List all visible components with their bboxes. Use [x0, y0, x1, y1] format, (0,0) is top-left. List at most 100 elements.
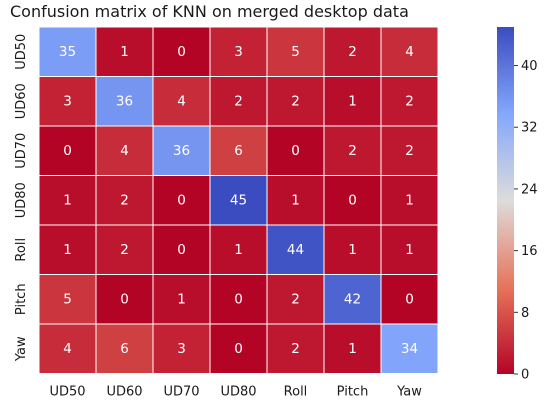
- heatmap-cell: [323, 323, 382, 374]
- cell-value-label: 4: [63, 341, 72, 357]
- cell-value-label: 45: [230, 192, 247, 208]
- cell-value-label: 2: [120, 192, 129, 208]
- colorbar-tick-label: 8: [521, 306, 529, 321]
- row-tick-labels: UD50 UD60 UD70 UD80 Roll Pitch Yaw: [14, 34, 29, 362]
- heatmap-cell: [380, 175, 439, 226]
- cell-value-label: 2: [348, 44, 357, 60]
- heatmap-cell: [152, 274, 211, 325]
- cell-value-label: 1: [348, 93, 357, 109]
- colorbar-tick-label: 40: [521, 59, 538, 74]
- colorbar-tick-label: 0: [521, 368, 529, 383]
- row-tick-label: UD50: [14, 34, 29, 70]
- heatmap-cell: [95, 76, 154, 127]
- heatmap-cell: [380, 125, 439, 176]
- cell-value-label: 0: [177, 242, 186, 258]
- col-tick-label: Pitch: [337, 385, 369, 400]
- col-tick-label: UD80: [220, 385, 256, 400]
- heatmap-cell: [209, 323, 268, 374]
- cell-value-label: 0: [348, 192, 357, 208]
- cell-value-label: 44: [287, 242, 304, 258]
- cell-value-label: 2: [291, 93, 300, 109]
- cell-value-label: 1: [348, 242, 357, 258]
- cell-value-label: 2: [405, 143, 414, 159]
- cell-value-label: 1: [405, 192, 414, 208]
- row-tick-label: UD60: [14, 83, 29, 119]
- cell-value-label: 6: [234, 143, 243, 159]
- heatmap-cell: [38, 125, 97, 176]
- colorbar-gradient: [497, 27, 514, 374]
- colorbar-tick-label: 32: [521, 121, 538, 136]
- heatmap-cell: [323, 274, 382, 325]
- heatmap-cell: [266, 125, 325, 176]
- col-tick-label: Yaw: [396, 385, 422, 400]
- cell-value-label: 0: [234, 341, 243, 357]
- heatmap-cell: [266, 323, 325, 374]
- cell-value-label: 2: [348, 143, 357, 159]
- colorbar-tick-label: 16: [521, 244, 538, 259]
- heatmap-cell: [266, 26, 325, 77]
- cell-value-label: 2: [120, 242, 129, 258]
- row-tick-label: Roll: [14, 238, 29, 262]
- heatmap-cell: [209, 76, 268, 127]
- heatmap-cell: [380, 323, 439, 374]
- heatmap-cell: [38, 76, 97, 127]
- heatmap-cell: [95, 274, 154, 325]
- cell-value-label: 0: [291, 143, 300, 159]
- cell-value-label: 3: [234, 44, 243, 60]
- cell-value-label: 0: [405, 291, 414, 307]
- row-tick-label: Pitch: [14, 283, 29, 315]
- cell-value-label: 0: [234, 291, 243, 307]
- col-tick-labels: UD50 UD60 UD70 UD80 Roll Pitch Yaw: [49, 385, 422, 400]
- heatmap-cell: [95, 323, 154, 374]
- cell-value-label: 1: [291, 192, 300, 208]
- heatmap-cell: [380, 26, 439, 77]
- heatmap-cell: [152, 175, 211, 226]
- heatmap-grid: 35 1 0 3 5 2 43 36 4 2 2 1 20 4 36 6 0 2 21 2 0 45 1 0 11 2 0 1 44 1 1…: [38, 26, 439, 374]
- cell-value-label: 1: [120, 44, 129, 60]
- col-tick-label: UD60: [106, 385, 142, 400]
- cell-value-label: 2: [291, 341, 300, 357]
- colorbar-ticks: 0 8 16 24 32 40: [514, 59, 538, 383]
- cell-value-label: 2: [405, 93, 414, 109]
- heatmap-cell: [323, 224, 382, 275]
- heatmap-cell: [380, 274, 439, 325]
- heatmap-cell: [209, 274, 268, 325]
- cell-value-label: 1: [405, 242, 414, 258]
- colorbar: [497, 27, 514, 374]
- cell-value-label: 0: [120, 291, 129, 307]
- heatmap-cell: [380, 76, 439, 127]
- row-tick-label: UD80: [14, 182, 29, 218]
- col-tick-label: Roll: [284, 385, 308, 400]
- cell-value-label: 0: [177, 192, 186, 208]
- heatmap-cell: [323, 26, 382, 77]
- cell-value-label: 3: [177, 341, 186, 357]
- cell-value-label: 4: [177, 93, 186, 109]
- cell-value-label: 35: [59, 44, 76, 60]
- cell-value-label: 0: [63, 143, 72, 159]
- row-tick-label: UD70: [14, 133, 29, 169]
- chart-title: Confusion matrix of KNN on merged deskto…: [10, 2, 409, 21]
- heatmap-cell: [266, 224, 325, 275]
- heatmap-cell: [266, 76, 325, 127]
- heatmap-cell: [209, 224, 268, 275]
- heatmap-cell: [323, 76, 382, 127]
- cell-value-label: 5: [291, 44, 300, 60]
- cell-value-label: 1: [177, 291, 186, 307]
- col-tick-label: UD50: [49, 385, 85, 400]
- cell-value-label: 3: [63, 93, 72, 109]
- col-tick-label: UD70: [163, 385, 199, 400]
- cell-value-label: 2: [234, 93, 243, 109]
- cell-value-label: 2: [291, 291, 300, 307]
- heatmap-cell: [209, 125, 268, 176]
- heatmap-cell: [38, 224, 97, 275]
- heatmap-cell: [38, 323, 97, 374]
- heatmap-cell: [209, 175, 268, 226]
- cell-value-label: 36: [173, 143, 190, 159]
- cell-value-label: 1: [63, 192, 72, 208]
- cell-value-label: 36: [116, 93, 133, 109]
- heatmap-cell: [152, 224, 211, 275]
- heatmap-cell: [38, 274, 97, 325]
- cell-value-label: 1: [234, 242, 243, 258]
- heatmap-cell: [323, 175, 382, 226]
